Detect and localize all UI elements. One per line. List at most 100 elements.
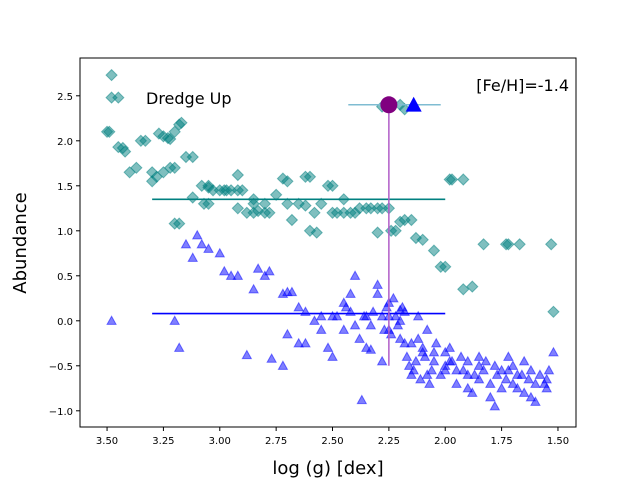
teal-diamond-point [175,116,188,130]
blue-triangle-point [541,382,553,393]
blue-triangle-point [293,301,305,312]
blue-triangle-point [394,315,406,325]
y-tick-label: 0.0 [57,317,73,328]
annotation-metallicity: [Fe/H]=-1.4 [476,76,569,95]
blue-triangle-point [365,344,377,354]
teal-diamond-point [303,224,317,238]
blue-triangle-point [187,252,199,262]
teal-diamond-point [281,175,294,188]
blue-triangle-point [232,270,244,280]
teal-diamond-point [231,168,245,182]
y-tick-label: 1.0 [57,227,73,238]
teal-diamond-point [466,280,479,293]
teal-diamond-point [416,233,429,247]
blue-triangle-point [327,310,338,321]
x-tick-label: 2.50 [321,436,343,447]
blue-triangle-point [180,238,192,249]
dredge-up-circle [380,96,398,114]
teal-diamond-point [168,125,181,139]
blue-triangle-point [428,355,440,366]
x-tick-label: 3.00 [209,436,231,447]
teal-diamond-point [263,206,276,220]
blue-triangle-point [214,247,226,258]
blue-triangle-point [406,337,417,348]
x-tick-label: 3.25 [152,436,174,447]
teal-diamond-point [502,238,515,251]
blue-triangle-point [241,349,253,360]
teal-diamond-point [186,191,199,204]
y-axis-label: Abundance [10,192,31,293]
blue-triangle-point [530,378,541,388]
teal-diamond-point [405,213,418,227]
blue-triangle-point [349,270,361,280]
teal-diamond-point [152,127,166,140]
x-axis-ticks: 3.50 3.25 3.00 2.75 2.50 2.25 2.00 1.75 1.50 [96,427,569,447]
blue-triangle-point [372,279,383,289]
blue-triangle-point [401,351,413,361]
blue-triangle-point [277,360,289,370]
blue-triangle-point [169,315,181,325]
x-tick-label: 1.50 [547,436,569,447]
teal-diamond-point [371,226,384,239]
dredge-up-triangle [405,96,422,112]
blue-triangle-point [356,394,368,405]
blue-triangle-point [503,364,514,375]
y-tick-label: −1.0 [49,407,73,418]
blue-triangle-point [503,351,514,361]
teal-diamond-point [231,202,245,215]
blue-triangle-point [439,346,451,357]
blue-triangle-point [225,270,237,280]
blue-triangle-point [315,310,327,321]
blue-triangle-point [248,283,259,294]
y-tick-label: 1.5 [57,182,73,193]
y-tick-label: 2.5 [57,92,73,103]
y-tick-label: 0.5 [57,272,73,283]
blue-triangle-point [360,310,372,321]
blue-triangle-point [430,337,442,348]
blue-triangle-point [518,355,530,366]
x-axis-label: log (g) [dex] [272,458,383,479]
blue-triangle-point [462,382,474,393]
blue-triangle-point [444,355,456,366]
blue-triangle-point [473,373,485,384]
blue-triangle-point [480,355,492,366]
teal-diamond-point [130,161,143,175]
blue-triangle-point [507,360,519,370]
teal-diamond-point [337,206,350,220]
blue-triangle-point [354,333,365,343]
blue-triangle-point [252,263,264,273]
teal-diamond-point [439,260,452,274]
blue-triangle-point [390,310,401,321]
blue-triangle-point [218,265,230,276]
blue-triangle-point [489,400,501,411]
blue-triangle-point [376,310,388,321]
blue-triangle-point [523,373,535,384]
blue-triangle-point [365,319,377,330]
blue-triangle-point [444,342,456,352]
blue-triangle-point [543,364,555,375]
blue-triangle-point [345,288,356,298]
blue-triangle-point [322,342,334,352]
blue-triangle-point [412,333,424,343]
blue-triangle-point [173,342,185,352]
teal-diamond-point [547,305,560,319]
blue-triangle-point [451,378,462,388]
teal-diamond-point [285,213,299,227]
teal-diamond-point [163,132,177,146]
teal-diamond-point [477,238,490,251]
blue-triangle-point [408,364,420,375]
blue-triangle-point [394,333,406,343]
blue-triangle-point [518,387,530,397]
blue-triangle-series [106,229,559,411]
teal-diamond-point [168,217,181,230]
blue-triangle-point [512,369,523,379]
blue-triangle-point [196,238,208,249]
teal-diamond-point [139,134,152,148]
highlight-markers [380,96,422,114]
blue-triangle-point [421,324,433,334]
blue-triangle-point [203,243,214,253]
blue-triangle-point [525,364,537,375]
teal-diamond-point [247,197,260,211]
teal-diamond-point [247,206,260,220]
